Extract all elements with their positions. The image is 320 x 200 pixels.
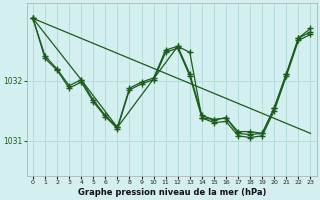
X-axis label: Graphe pression niveau de la mer (hPa): Graphe pression niveau de la mer (hPa) xyxy=(77,188,266,197)
